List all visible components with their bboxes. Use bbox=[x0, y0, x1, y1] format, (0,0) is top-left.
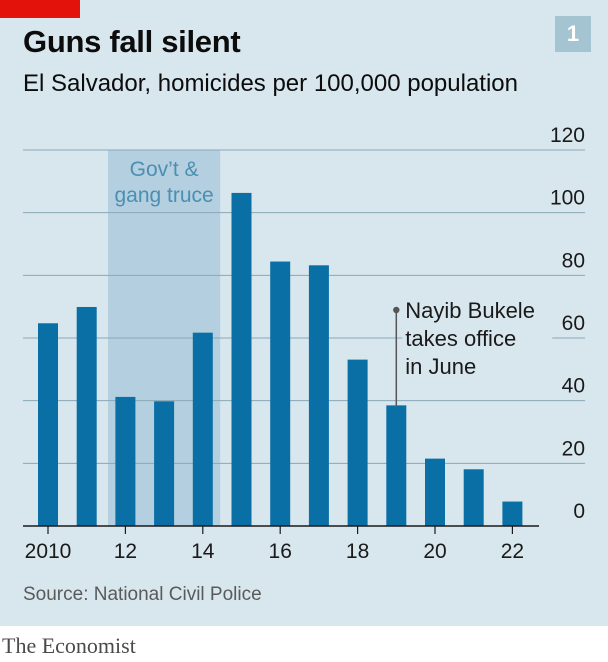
x-tick-label: 22 bbox=[501, 540, 524, 563]
bar-chart: Gov’t & gang truce 0 20 40 60 80 100 120 2010 12 14… bbox=[23, 124, 585, 563]
x-tick-label: 14 bbox=[191, 540, 215, 563]
publisher-logo: The Economist bbox=[2, 633, 136, 658]
annotation-text-line: Nayib Bukele bbox=[405, 298, 535, 323]
truce-label-line: Gov’t & bbox=[130, 158, 199, 181]
annotation-dot bbox=[393, 306, 400, 314]
bar-2016 bbox=[270, 261, 291, 526]
source-note: Source: National Civil Police bbox=[23, 584, 262, 605]
y-tick-label: 20 bbox=[562, 437, 585, 460]
y-tick-label: 100 bbox=[550, 187, 585, 210]
chart-number-badge: 1 bbox=[555, 16, 591, 52]
bar-2012 bbox=[115, 396, 136, 526]
x-tick-label: 20 bbox=[423, 540, 446, 563]
x-tick-label: 18 bbox=[346, 540, 369, 563]
bar-2018 bbox=[347, 359, 368, 526]
bar-2020 bbox=[425, 458, 445, 526]
bar-2014 bbox=[192, 332, 213, 526]
truce-label-line: gang truce bbox=[114, 184, 213, 207]
x-tick-label: 12 bbox=[114, 540, 137, 563]
chart-title: Guns fall silent bbox=[23, 24, 241, 59]
bar-2015 bbox=[231, 192, 252, 526]
bar-2019 bbox=[386, 405, 407, 526]
y-tick-label: 0 bbox=[573, 500, 585, 523]
bar-2022 bbox=[502, 501, 523, 526]
y-tick-label: 40 bbox=[562, 375, 585, 398]
x-tick-label: 16 bbox=[269, 540, 292, 563]
bar-2010 bbox=[38, 323, 58, 526]
annotation-text-line: takes office bbox=[405, 326, 516, 351]
x-tick-label: 2010 bbox=[25, 540, 72, 563]
bar-2021 bbox=[463, 469, 484, 526]
bar-2011 bbox=[76, 306, 97, 526]
y-tick-label: 80 bbox=[562, 249, 585, 272]
annotation-background bbox=[402, 290, 553, 382]
bar-2017 bbox=[308, 265, 329, 526]
y-tick-label: 120 bbox=[550, 124, 585, 147]
brand-red-tab bbox=[0, 0, 80, 18]
bar-2013 bbox=[154, 401, 175, 526]
chart-subtitle: El Salvador, homicides per 100,000 popul… bbox=[23, 70, 518, 97]
y-tick-label: 60 bbox=[562, 312, 585, 335]
annotation-text-line: in June bbox=[405, 354, 476, 379]
